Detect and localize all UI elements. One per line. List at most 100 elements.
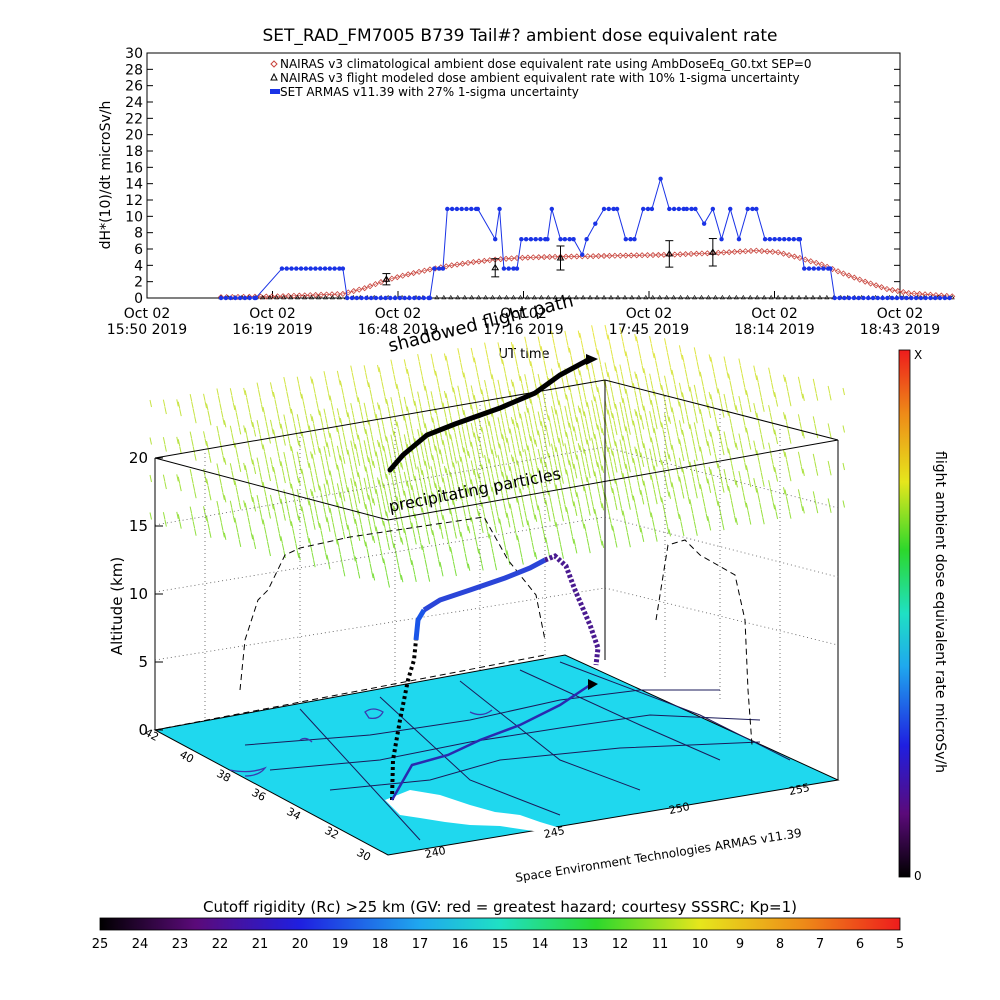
y-tick-label: 8: [134, 226, 143, 242]
particle-mark: [545, 499, 548, 507]
particle-mark: [650, 399, 654, 408]
particle-mark: [827, 498, 831, 506]
particle-mark: [323, 408, 326, 416]
particle-mark: [555, 465, 558, 473]
particle-mark: [543, 459, 547, 468]
particle-mark: [620, 395, 624, 404]
nairas-climatological-point: [595, 252, 602, 260]
particle-mark: [524, 336, 527, 344]
particle-mark: [394, 438, 398, 446]
particle-mark: [350, 501, 353, 510]
particle-mark: [619, 463, 622, 471]
particle-mark: [713, 446, 716, 454]
particle-mark: [365, 447, 368, 455]
particle-mark: [623, 424, 627, 432]
armas-point: [345, 295, 350, 301]
particle-mark: [571, 475, 575, 483]
armas-point: [701, 221, 707, 226]
particle-mark: [380, 436, 383, 444]
particle-mark: [449, 452, 453, 461]
particle-mark: [490, 465, 493, 474]
legend-symbol-nairas-clim: [270, 60, 278, 68]
particle-mark: [513, 464, 517, 472]
particle-mark: [601, 465, 605, 473]
particle-mark: [641, 497, 645, 505]
particle-mark: [759, 389, 762, 398]
particle-mark: [710, 431, 713, 439]
latitude-tick-label: 40: [177, 748, 195, 766]
particle-mark: [717, 388, 721, 396]
particle-mark: [577, 424, 581, 432]
particle-mark: [638, 351, 642, 359]
particle-mark: [539, 343, 542, 351]
nairas-climatological-point: [568, 253, 575, 260]
particle-mark: [628, 403, 631, 411]
particle-mark: [814, 498, 817, 506]
armas-point: [327, 266, 333, 271]
particle-mark: [613, 533, 616, 541]
particle-mark: [234, 517, 237, 525]
particle-mark: [669, 442, 673, 450]
particle-mark: [579, 332, 582, 341]
particle-mark: [649, 397, 652, 405]
particle-mark: [286, 391, 289, 399]
particle-mark: [313, 447, 316, 455]
particle-mark: [253, 541, 257, 550]
particle-mark: [711, 476, 715, 484]
particle-mark: [545, 405, 548, 413]
particle-mark: [507, 388, 511, 396]
particle-mark: [176, 511, 179, 520]
particle-mark: [543, 435, 547, 444]
particle-mark: [372, 460, 376, 469]
particle-mark: [246, 435, 249, 443]
particle-mark: [515, 471, 518, 479]
particle-mark: [435, 544, 438, 553]
particle-mark: [278, 458, 282, 467]
nairas-climatological-point: [845, 272, 852, 279]
particle-mark: [460, 494, 463, 502]
particle-mark: [494, 488, 498, 496]
armas-point: [368, 295, 374, 301]
particle-mark: [385, 399, 389, 407]
particle-mark: [586, 426, 590, 434]
particle-mark: [461, 426, 465, 434]
particle-mark: [519, 376, 523, 384]
particle-mark: [604, 324, 607, 333]
particle-mark: [310, 507, 313, 516]
bottom-colorbar-tick-label: 23: [172, 937, 189, 952]
particle-mark: [540, 346, 544, 354]
armas-point: [681, 206, 686, 212]
particle-mark: [264, 526, 267, 535]
bottom-colorbar-tick-label: 20: [292, 937, 309, 952]
armas-point: [218, 295, 224, 301]
particle-mark: [252, 496, 255, 505]
particle-mark: [436, 477, 440, 485]
coast-features: [229, 708, 493, 777]
armas-point: [772, 237, 777, 242]
particle-mark: [537, 430, 541, 438]
particle-mark: [432, 398, 435, 406]
nairas-flight-baseline-marker: [803, 294, 809, 300]
particle-mark: [426, 454, 429, 462]
particle-mark: [391, 503, 395, 511]
particle-mark: [381, 456, 384, 465]
particle-mark: [400, 443, 404, 451]
latitude-tick-label: 36: [249, 786, 267, 804]
particle-mark: [568, 347, 572, 356]
particle-mark: [432, 361, 435, 369]
particle-mark: [442, 515, 445, 523]
particle-mark: [328, 524, 331, 532]
nairas-climatological-point: [475, 258, 482, 265]
particle-mark: [277, 489, 280, 497]
right-colorbar-bottom-label: 0: [914, 869, 922, 883]
nairas-flight-baseline-marker: [295, 294, 301, 300]
particle-mark: [555, 447, 558, 455]
particle-mark: [281, 468, 285, 476]
armas-point: [894, 295, 900, 301]
particle-mark: [769, 449, 773, 458]
armas-point: [645, 206, 651, 212]
particle-mark: [775, 436, 779, 445]
armas-point: [475, 206, 480, 212]
particle-mark: [164, 481, 167, 490]
particle-mark: [491, 473, 495, 481]
